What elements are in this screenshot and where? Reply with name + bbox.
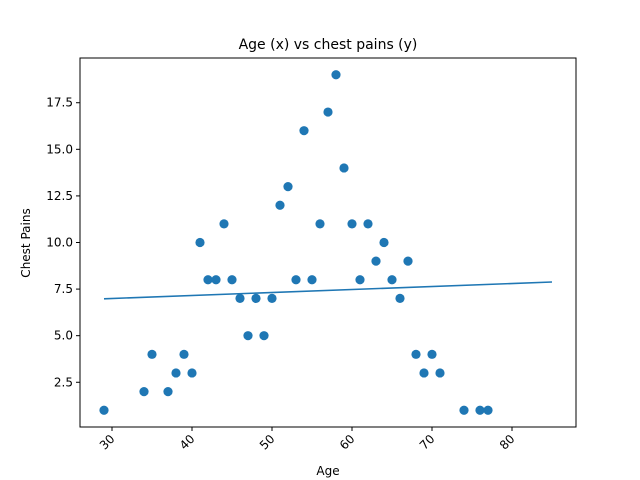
data-point-38: [459, 405, 469, 415]
data-point-9: [211, 275, 221, 285]
data-point-37: [435, 368, 445, 378]
data-point-10: [219, 219, 229, 229]
data-point-34: [411, 349, 421, 359]
data-point-29: [371, 256, 381, 266]
data-point-4: [171, 368, 181, 378]
data-point-13: [243, 331, 253, 341]
data-point-33: [403, 256, 413, 266]
data-point-27: [355, 275, 365, 285]
data-point-30: [379, 237, 389, 248]
x-tick-label-50: 50: [257, 432, 278, 453]
plot-area: [99, 70, 553, 415]
data-point-36: [427, 349, 437, 359]
data-point-1: [139, 386, 149, 397]
y-tick-label-0: 2.5: [54, 375, 73, 389]
data-point-3: [163, 386, 173, 397]
data-point-21: [307, 275, 317, 285]
data-point-8: [203, 275, 213, 285]
data-point-23: [323, 107, 333, 117]
y-tick-label-6: 17.5: [46, 96, 73, 110]
data-point-17: [275, 200, 285, 210]
data-point-5: [179, 349, 189, 359]
y-tick-label-1: 5.0: [54, 329, 73, 343]
x-tick-label-60: 60: [337, 432, 358, 453]
data-point-7: [195, 237, 205, 248]
data-point-11: [227, 275, 237, 285]
data-point-2: [147, 349, 157, 359]
y-axis-label: Chest Pains: [19, 208, 33, 277]
data-point-18: [283, 181, 293, 192]
data-point-26: [347, 219, 357, 229]
data-point-12: [235, 293, 245, 304]
x-axis-label: Age: [316, 464, 339, 478]
x-tick-label-70: 70: [417, 432, 438, 453]
data-point-0: [99, 405, 109, 415]
data-point-15: [259, 331, 269, 341]
chart-title: Age (x) vs chest pains (y): [239, 37, 418, 53]
data-point-24: [331, 70, 341, 80]
data-point-6: [187, 368, 197, 378]
data-point-32: [395, 293, 405, 304]
data-point-35: [419, 368, 429, 378]
data-point-16: [267, 293, 277, 304]
x-tick-label-80: 80: [497, 432, 518, 453]
data-point-28: [363, 219, 373, 229]
data-point-20: [299, 126, 309, 136]
y-tick-label-4: 12.5: [46, 189, 73, 203]
data-point-14: [251, 293, 261, 304]
y-tick-label-3: 10.0: [46, 236, 73, 250]
data-point-40: [483, 405, 493, 415]
x-tick-label-30: 30: [97, 432, 118, 453]
data-point-31: [387, 275, 397, 285]
x-tick-label-40: 40: [177, 432, 198, 453]
data-point-25: [339, 163, 349, 173]
data-point-22: [315, 219, 325, 229]
y-tick-label-5: 15.0: [46, 142, 73, 156]
y-tick-label-2: 7.5: [54, 282, 73, 296]
axes: 30 40 50 60 70 80 2.5 5.0 7.5 10.0 12.5 15.0 17.5: [46, 57, 577, 453]
trend-line: [103, 281, 553, 300]
data-point-39: [475, 405, 485, 415]
data-point-19: [291, 275, 301, 285]
